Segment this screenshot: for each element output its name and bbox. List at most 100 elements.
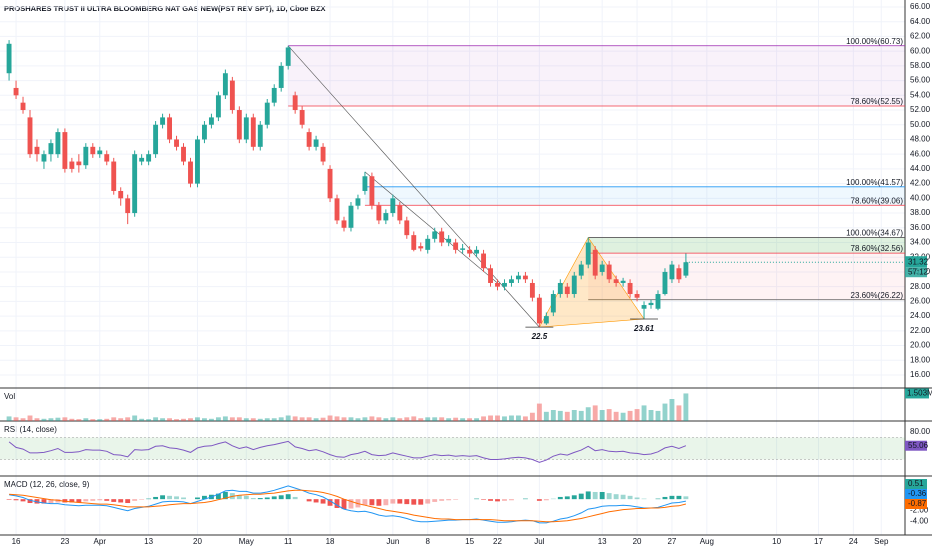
volume-bar bbox=[195, 417, 200, 421]
rsi-line bbox=[8, 440, 687, 463]
volume-bar bbox=[683, 393, 689, 421]
candle-body bbox=[550, 294, 556, 313]
macd-histogram-bar bbox=[585, 491, 591, 500]
y-tick-label: 26.00 bbox=[910, 296, 931, 305]
candle-body bbox=[188, 161, 193, 184]
candle-body bbox=[153, 124, 159, 155]
volume-bar bbox=[153, 417, 159, 421]
candle-body bbox=[208, 117, 214, 125]
macd-histogram-bar bbox=[104, 499, 110, 501]
candle-body bbox=[299, 110, 305, 125]
volume-bar bbox=[13, 417, 19, 421]
candle-body bbox=[13, 87, 19, 96]
volume-bar bbox=[55, 417, 61, 421]
volume-bar bbox=[613, 411, 619, 421]
volume-bar bbox=[432, 417, 438, 421]
y-tick-label: 66.00 bbox=[910, 2, 931, 11]
candle-body bbox=[606, 264, 612, 280]
fib-label: 100.00%(60.73) bbox=[846, 37, 903, 46]
macd-histogram-bar bbox=[606, 493, 612, 500]
candle-body bbox=[411, 235, 417, 250]
macd-histogram-bar bbox=[334, 499, 340, 508]
macd-label: -0.87 bbox=[908, 499, 927, 508]
macd-histogram-bar bbox=[522, 498, 528, 500]
volume-bar bbox=[446, 418, 452, 421]
x-tick-label: 20 bbox=[193, 537, 202, 546]
macd-histogram-bar bbox=[683, 496, 689, 500]
y-tick-label: 28.00 bbox=[910, 282, 931, 291]
volume-bar bbox=[522, 416, 528, 421]
y-tick-label: 46.00 bbox=[910, 149, 931, 158]
volume-bar bbox=[515, 415, 521, 421]
macd-histogram-bar bbox=[369, 499, 375, 506]
macd-histogram-bar bbox=[90, 499, 96, 501]
candle-body bbox=[529, 282, 535, 298]
y-tick-label: 20.00 bbox=[910, 341, 931, 350]
x-tick-label: 22 bbox=[493, 537, 502, 546]
volume-bar bbox=[557, 410, 563, 421]
x-tick-label: 17 bbox=[814, 537, 823, 546]
volume-bar bbox=[125, 417, 131, 421]
fib-label: 78.60%(39.06) bbox=[851, 196, 904, 205]
candle-body bbox=[432, 231, 438, 239]
macd-histogram-bar bbox=[348, 499, 354, 509]
y-tick-label: 22.00 bbox=[910, 326, 931, 335]
volume-bar bbox=[676, 405, 682, 421]
annotation: 23.61 bbox=[633, 324, 655, 333]
macd-line bbox=[9, 485, 686, 524]
macd-histogram-bar bbox=[404, 499, 410, 505]
countdown-box bbox=[905, 267, 927, 278]
y-tick-label: 42.00 bbox=[910, 179, 931, 188]
candle-body bbox=[264, 102, 270, 125]
volume-bar bbox=[62, 417, 68, 421]
candle-body bbox=[522, 275, 528, 280]
macd-histogram-bar bbox=[488, 499, 493, 501]
candle-body bbox=[334, 198, 340, 221]
candle-body bbox=[250, 117, 256, 147]
volume-bar bbox=[69, 418, 75, 421]
macd-histogram-bar bbox=[341, 499, 347, 510]
volume-bar bbox=[474, 418, 480, 421]
macd-histogram-bar bbox=[320, 499, 326, 504]
candle-body bbox=[515, 275, 521, 280]
candle-body bbox=[543, 316, 549, 324]
volume-bar bbox=[313, 418, 319, 421]
x-tick-label: Sep bbox=[874, 537, 889, 546]
candle-body bbox=[383, 213, 389, 221]
macd-histogram-bar bbox=[634, 497, 640, 500]
candle-body bbox=[118, 190, 124, 199]
macd-histogram-bar bbox=[620, 494, 626, 500]
macd-histogram-bar bbox=[669, 495, 675, 500]
candle-body bbox=[613, 279, 619, 283]
pane-title: Vol bbox=[4, 392, 15, 401]
candle-body bbox=[648, 302, 654, 306]
y-tick-label: 16.00 bbox=[910, 370, 931, 379]
candle-body bbox=[195, 139, 200, 184]
macd-histogram-bar bbox=[502, 499, 507, 501]
macd-histogram-bar bbox=[446, 499, 452, 501]
volume-label: 1.503M bbox=[907, 389, 932, 398]
macd-histogram-bar bbox=[195, 497, 200, 500]
candle-body bbox=[376, 205, 382, 221]
pane-title: RSI (14, close) bbox=[4, 425, 57, 434]
candle-body bbox=[285, 47, 291, 66]
pane-title: MACD (12, 26, close, 9) bbox=[4, 480, 90, 489]
macd-histogram-bar bbox=[474, 498, 480, 500]
y-tick-label: 60.00 bbox=[910, 46, 931, 55]
volume-bar bbox=[97, 419, 103, 421]
volume-bar bbox=[585, 407, 591, 421]
volume-bar bbox=[488, 415, 493, 421]
price-label: 31.32 bbox=[908, 257, 929, 266]
candle-body bbox=[620, 280, 626, 283]
macd-label: 0.51 bbox=[908, 479, 924, 488]
y-tick-label: 56.00 bbox=[910, 76, 931, 85]
candle-body bbox=[439, 231, 445, 243]
macd-histogram-bar bbox=[278, 495, 284, 500]
candle-body bbox=[655, 294, 661, 309]
macd-histogram-bar bbox=[236, 495, 242, 500]
macd-histogram-bar bbox=[181, 497, 186, 500]
candle-body bbox=[669, 264, 675, 280]
volume-bar bbox=[655, 410, 661, 421]
volume-bar bbox=[369, 416, 375, 421]
volume-bar bbox=[292, 416, 298, 421]
